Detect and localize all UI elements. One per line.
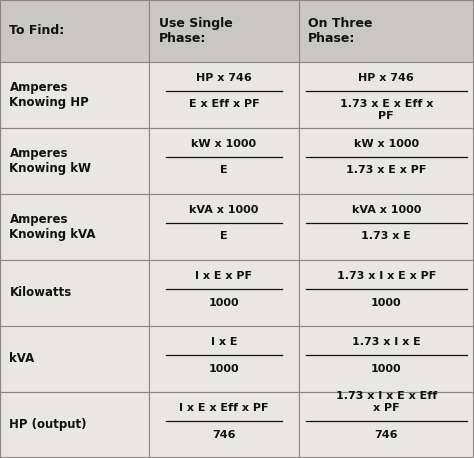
Text: I x E: I x E <box>211 337 237 347</box>
Text: HP (output): HP (output) <box>9 419 87 431</box>
Bar <box>149 260 299 326</box>
Bar <box>299 392 474 458</box>
Text: kVA x 1000: kVA x 1000 <box>189 205 259 215</box>
Text: E x Eff x PF: E x Eff x PF <box>189 99 259 109</box>
Text: 1.73 x E x PF: 1.73 x E x PF <box>346 165 427 175</box>
Text: 1000: 1000 <box>209 298 239 307</box>
Bar <box>0 62 149 128</box>
Bar <box>0 0 149 62</box>
Bar <box>149 326 299 392</box>
Text: Kilowatts: Kilowatts <box>9 286 72 300</box>
Text: Use Single
Phase:: Use Single Phase: <box>159 17 233 45</box>
Bar <box>149 0 299 62</box>
Bar <box>299 326 474 392</box>
Bar <box>0 326 149 392</box>
Text: E: E <box>220 231 228 241</box>
Text: 1.73 x I x E: 1.73 x I x E <box>352 337 421 347</box>
Text: 1000: 1000 <box>371 298 401 307</box>
Text: Amperes
Knowing HP: Amperes Knowing HP <box>9 81 89 109</box>
Bar <box>299 260 474 326</box>
Text: 1000: 1000 <box>371 364 401 374</box>
Text: I x E x Eff x PF: I x E x Eff x PF <box>179 403 269 413</box>
Text: kW x 1000: kW x 1000 <box>354 139 419 149</box>
Text: kVA x 1000: kVA x 1000 <box>352 205 421 215</box>
Text: kVA: kVA <box>9 353 35 365</box>
Text: 1.73 x I x E x PF: 1.73 x I x E x PF <box>337 271 436 281</box>
Bar <box>0 194 149 260</box>
Bar <box>299 194 474 260</box>
Text: 746: 746 <box>374 430 398 440</box>
Text: 1.73 x E: 1.73 x E <box>361 231 411 241</box>
Bar <box>0 392 149 458</box>
Text: I x E x PF: I x E x PF <box>195 271 253 281</box>
Bar <box>149 392 299 458</box>
Text: To Find:: To Find: <box>9 24 65 38</box>
Text: Amperes
Knowing kVA: Amperes Knowing kVA <box>9 213 96 241</box>
Bar <box>299 128 474 194</box>
Text: 1.73 x I x E x Eff
x PF: 1.73 x I x E x Eff x PF <box>336 392 437 413</box>
Bar <box>149 128 299 194</box>
Text: On Three
Phase:: On Three Phase: <box>308 17 373 45</box>
Text: 746: 746 <box>212 430 236 440</box>
Text: HP x 746: HP x 746 <box>358 73 414 83</box>
Text: HP x 746: HP x 746 <box>196 73 252 83</box>
Bar <box>149 194 299 260</box>
Bar <box>299 0 474 62</box>
Text: E: E <box>220 165 228 175</box>
Bar <box>0 128 149 194</box>
Text: 1000: 1000 <box>209 364 239 374</box>
Bar <box>0 260 149 326</box>
Text: 1.73 x E x Eff x
PF: 1.73 x E x Eff x PF <box>340 99 433 121</box>
Bar <box>299 62 474 128</box>
Text: kW x 1000: kW x 1000 <box>191 139 256 149</box>
Text: Amperes
Knowing kW: Amperes Knowing kW <box>9 147 91 175</box>
Bar <box>149 62 299 128</box>
